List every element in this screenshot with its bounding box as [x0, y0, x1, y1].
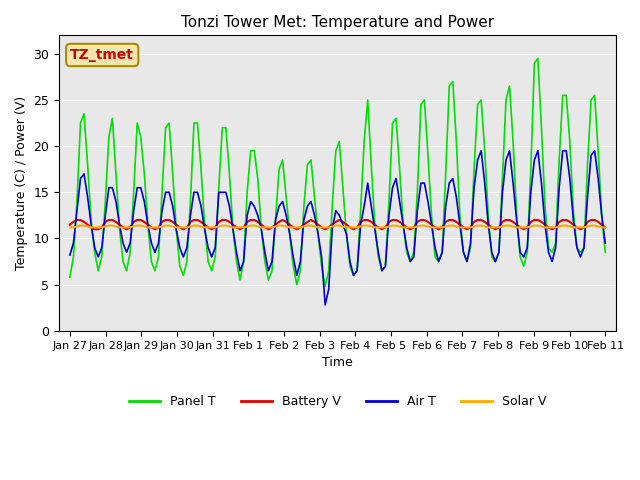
Line: Panel T: Panel T	[70, 59, 605, 287]
Battery V	[257, 222, 265, 228]
Battery V	[420, 217, 428, 223]
Solar V	[151, 225, 159, 230]
Battery V	[602, 225, 609, 230]
Panel T	[602, 250, 609, 255]
Air T	[417, 180, 425, 186]
Title: Tonzi Tower Met: Temperature and Power: Tonzi Tower Met: Temperature and Power	[181, 15, 494, 30]
Battery V	[73, 217, 81, 223]
Panel T	[428, 213, 435, 218]
Panel T	[66, 275, 74, 280]
Air T	[148, 240, 156, 246]
Solar V	[254, 224, 262, 229]
Line: Battery V: Battery V	[70, 220, 605, 229]
Battery V	[91, 227, 99, 232]
Battery V	[66, 222, 74, 228]
Panel T	[250, 148, 258, 154]
Panel T	[534, 56, 541, 61]
Text: TZ_tmet: TZ_tmet	[70, 48, 134, 62]
Legend: Panel T, Battery V, Air T, Solar V: Panel T, Battery V, Air T, Solar V	[124, 390, 552, 413]
Panel T	[148, 259, 156, 264]
Solar V	[87, 225, 95, 230]
Battery V	[208, 227, 216, 232]
Y-axis label: Temperature (C) / Power (V): Temperature (C) / Power (V)	[15, 96, 28, 270]
Air T	[66, 252, 74, 258]
Panel T	[84, 162, 92, 168]
Line: Air T: Air T	[70, 151, 605, 305]
Solar V	[428, 225, 435, 230]
Panel T	[321, 284, 329, 289]
Air T	[602, 240, 609, 246]
Solar V	[602, 225, 609, 230]
Air T	[428, 222, 435, 228]
Air T	[84, 194, 92, 200]
Panel T	[417, 102, 425, 108]
X-axis label: Time: Time	[322, 356, 353, 369]
Air T	[201, 227, 209, 232]
Solar V	[77, 223, 84, 228]
Air T	[321, 302, 329, 308]
Solar V	[417, 223, 425, 228]
Battery V	[87, 225, 95, 230]
Solar V	[204, 225, 212, 230]
Line: Solar V: Solar V	[70, 226, 605, 228]
Battery V	[155, 225, 163, 230]
Air T	[477, 148, 485, 154]
Panel T	[201, 222, 209, 228]
Battery V	[431, 225, 439, 230]
Solar V	[66, 225, 74, 230]
Air T	[250, 204, 258, 209]
